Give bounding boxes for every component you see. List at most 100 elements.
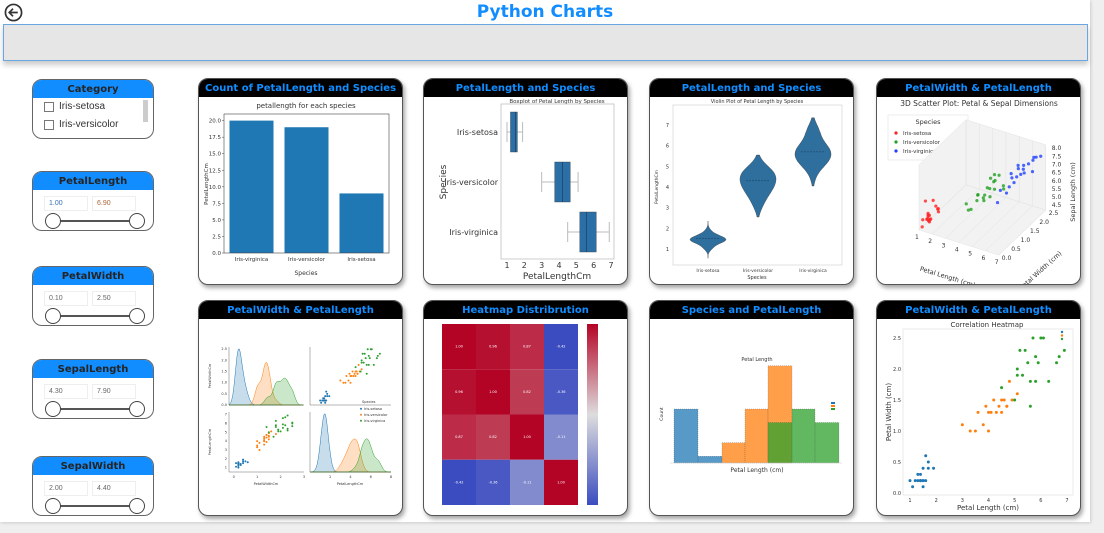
min-input[interactable]: 2.00: [44, 481, 88, 496]
point-Iris-setosa: [911, 485, 915, 489]
scatter3d-card[interactable]: PetalWidth & PetalLength 3D Scatter Plot…: [876, 78, 1081, 285]
boxplot-card[interactable]: PetalLength and Species Boxplot of Petal…: [423, 78, 628, 285]
point-Iris-versicolor: [263, 435, 266, 438]
max-input[interactable]: 4.40: [92, 481, 136, 496]
point-Iris-versicolor: [352, 375, 355, 377]
point-Iris-versicolor: [992, 187, 997, 191]
x-tick-label: 3: [539, 261, 544, 270]
point-Iris-virginica: [361, 352, 364, 355]
slider-max-handle[interactable]: [129, 498, 145, 514]
point-Iris-setosa: [934, 204, 938, 208]
y-tick-label: 3: [666, 206, 669, 212]
slider-max-handle[interactable]: [129, 401, 145, 417]
scrollbar[interactable]: [143, 100, 148, 122]
point-Iris-virginica: [284, 416, 287, 419]
slider-min-handle[interactable]: [45, 401, 61, 417]
point-Iris-virginica: [1000, 386, 1004, 390]
point-Iris-versicolor: [985, 186, 989, 190]
x-tick-label: 5: [1013, 498, 1016, 504]
y-tick-label: 7.5: [212, 201, 221, 207]
back-arrow-icon[interactable]: [4, 3, 23, 22]
pairplot-card[interactable]: PetalWidth & PetalLength PetalWidthCm Pe…: [198, 300, 403, 516]
y-tick-label: 1.5: [893, 398, 901, 404]
point-Iris-setosa: [239, 463, 242, 466]
point-Iris-versicolor: [992, 398, 996, 402]
heatmap-card[interactable]: Heatmap Distribrution 1.00 0.96 0.87 -0.42 0…: [423, 300, 628, 516]
point-Iris-virginica: [267, 431, 270, 434]
slider-max-handle[interactable]: [129, 308, 145, 324]
point-Iris-versicolor: [344, 381, 347, 384]
y-tick-label: 4: [666, 185, 669, 191]
point-Iris-versicolor: [981, 423, 985, 427]
heatmap-cell: [544, 459, 578, 505]
point-Iris-versicolor: [270, 430, 273, 433]
y-tick-label: 1.5: [221, 370, 227, 374]
max-input[interactable]: 7.90: [92, 384, 136, 399]
chart-title: Petal Length: [741, 357, 772, 363]
point-Iris-versicolor: [356, 372, 359, 375]
point-Iris-versicolor: [353, 372, 356, 375]
bar-chart-card[interactable]: Count of PetalLength and Species petalle…: [198, 78, 403, 285]
violin-card[interactable]: PetalLength and Species Violin Plot of P…: [649, 78, 854, 285]
z-tick-label: 6.0: [1052, 178, 1062, 185]
point-Iris-versicolor: [993, 178, 997, 183]
y-tick-label: 2.5: [1049, 210, 1059, 217]
point-Iris-virginica: [365, 372, 368, 375]
max-input[interactable]: 2.50: [92, 291, 136, 306]
checkbox-iris-setosa[interactable]: [44, 102, 54, 112]
slider-min-handle[interactable]: [45, 308, 61, 324]
point-Iris-virginica: [359, 370, 362, 373]
histogram-chart: Petal Length Petal Length (cm) Count: [659, 357, 842, 474]
point-Iris-versicolor: [1005, 404, 1009, 408]
histogram-card[interactable]: Species and PetalLength Petal Length Pet…: [649, 300, 854, 516]
point-Iris-setosa: [321, 399, 324, 402]
card-title: PetalWidth & PetalLength: [199, 301, 402, 319]
x-axis-label: PetalLengthCm: [337, 482, 364, 486]
min-input[interactable]: 4.30: [44, 384, 88, 399]
card-title: PetalWidth & PetalLength: [877, 79, 1080, 97]
y-axis-label: Count: [659, 407, 665, 421]
x-axis-label: Petal Length (cm): [919, 265, 976, 285]
point-Iris-setosa: [325, 390, 328, 393]
min-input[interactable]: 1.00: [44, 196, 88, 211]
x-tick-label: 7: [995, 259, 999, 266]
x-tick-label: Iris-versicolor: [743, 268, 773, 274]
slider-min-handle[interactable]: [45, 213, 61, 229]
point-Iris-versicolor: [989, 410, 993, 414]
slider-max-handle[interactable]: [129, 213, 145, 229]
point-Iris-virginica: [1034, 155, 1038, 159]
heatmap-cell: [442, 414, 476, 460]
slider-min-handle[interactable]: [45, 498, 61, 514]
point-Iris-virginica: [367, 354, 370, 357]
checkbox-iris-versicolor[interactable]: [44, 120, 54, 130]
x-tick-label: 1: [915, 234, 919, 241]
y-tick-label: 7: [225, 413, 227, 417]
point-Iris-versicolor: [1002, 187, 1006, 191]
min-input[interactable]: 0.10: [44, 291, 88, 306]
point-Iris-virginica: [1004, 191, 1009, 195]
heatmap-cell: [510, 414, 544, 460]
box-Iris-setosa: [510, 111, 518, 153]
point-Iris-versicolor: [265, 433, 268, 436]
point-Iris-versicolor: [360, 368, 363, 371]
grid-line: [985, 205, 1033, 252]
colorbar: [587, 324, 598, 505]
y-tick-label: 2.5: [893, 336, 901, 342]
point-Iris-virginica: [365, 363, 368, 366]
scatter-card[interactable]: PetalWidth & PetalLength Correlation Hea…: [876, 300, 1081, 516]
point-Iris-setosa: [923, 199, 928, 203]
point-Iris-versicolor: [981, 196, 985, 200]
y-tick-label: 4: [225, 439, 228, 443]
legend-title: Species: [915, 118, 941, 126]
scatter3d-chart: 3D Scatter Plot: Petal & Sepal Dimension…: [887, 99, 1077, 285]
x-tick-label: Iris-setosa: [347, 257, 375, 263]
z-tick-label: 5.5: [1052, 186, 1062, 193]
point-Iris-versicolor: [997, 404, 1001, 408]
slider-track: [53, 505, 137, 507]
y-tick-label: 0.0: [221, 403, 227, 407]
y-tick-label: 10.0: [209, 185, 222, 191]
x-axis-label: PetalLengthCm: [523, 272, 591, 282]
cell-value: -0.42: [556, 345, 565, 349]
point-Iris-virginica: [1031, 158, 1035, 162]
max-input[interactable]: 6.90: [92, 196, 136, 211]
